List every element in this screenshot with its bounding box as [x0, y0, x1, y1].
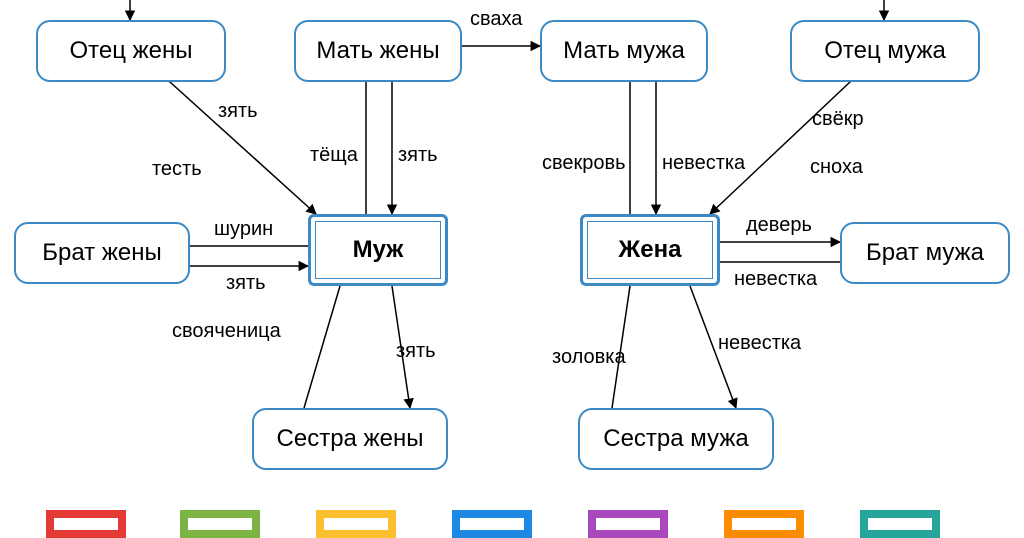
edge-label-15: золовка — [552, 346, 626, 369]
edge-label-2: тесть — [152, 158, 202, 181]
edge-label-16: невестка — [718, 332, 801, 355]
edge-label-7: свёкр — [812, 108, 864, 131]
node-husband: Муж — [308, 214, 448, 286]
node-sister_wife: Сестра жены — [252, 408, 448, 470]
edge-label-6: невестка — [662, 152, 745, 175]
diagram-canvas: { "canvas": { "width": 1024, "height": 5… — [0, 0, 1024, 538]
node-label: Мать мужа — [563, 37, 685, 65]
edge-label-14: зять — [396, 340, 436, 363]
node-father_wife: Отец жены — [36, 20, 226, 82]
swatch-6 — [860, 510, 940, 538]
node-label: Мать жены — [316, 37, 439, 65]
edge-13 — [304, 286, 340, 408]
edge-label-10: зять — [226, 272, 266, 295]
node-label: Отец жены — [69, 37, 192, 65]
edge-label-9: шурин — [214, 218, 273, 241]
edge-label-1: зять — [218, 100, 258, 123]
edge-label-3: тёща — [310, 144, 358, 167]
node-label: Брат жены — [42, 239, 161, 267]
edge-label-11: деверь — [746, 214, 812, 237]
edge-label-8: сноха — [810, 156, 863, 179]
swatch-5 — [724, 510, 804, 538]
node-wife: Жена — [580, 214, 720, 286]
node-sister_husb: Сестра мужа — [578, 408, 774, 470]
edge-label-4: зять — [398, 144, 438, 167]
swatch-1 — [180, 510, 260, 538]
edge-label-0: сваха — [470, 8, 522, 31]
swatch-4 — [588, 510, 668, 538]
node-brother_husb: Брат мужа — [840, 222, 1010, 284]
node-label: Сестра жены — [277, 425, 424, 453]
node-father_husb: Отец мужа — [790, 20, 980, 82]
swatch-2 — [316, 510, 396, 538]
node-mother_husb: Мать мужа — [540, 20, 708, 82]
node-label: Сестра мужа — [603, 425, 748, 453]
edge-8 — [710, 82, 850, 214]
swatch-3 — [452, 510, 532, 538]
edge-label-13: свояченица — [172, 320, 281, 343]
node-label: Муж — [353, 236, 404, 264]
node-label: Жена — [619, 236, 682, 264]
node-brother_wife: Брат жены — [14, 222, 190, 284]
node-label: Брат мужа — [866, 239, 984, 267]
node-mother_wife: Мать жены — [294, 20, 462, 82]
node-label: Отец мужа — [824, 37, 946, 65]
edge-label-5: свекровь — [542, 152, 626, 175]
swatch-0 — [46, 510, 126, 538]
edge-label-12: невестка — [734, 268, 817, 291]
